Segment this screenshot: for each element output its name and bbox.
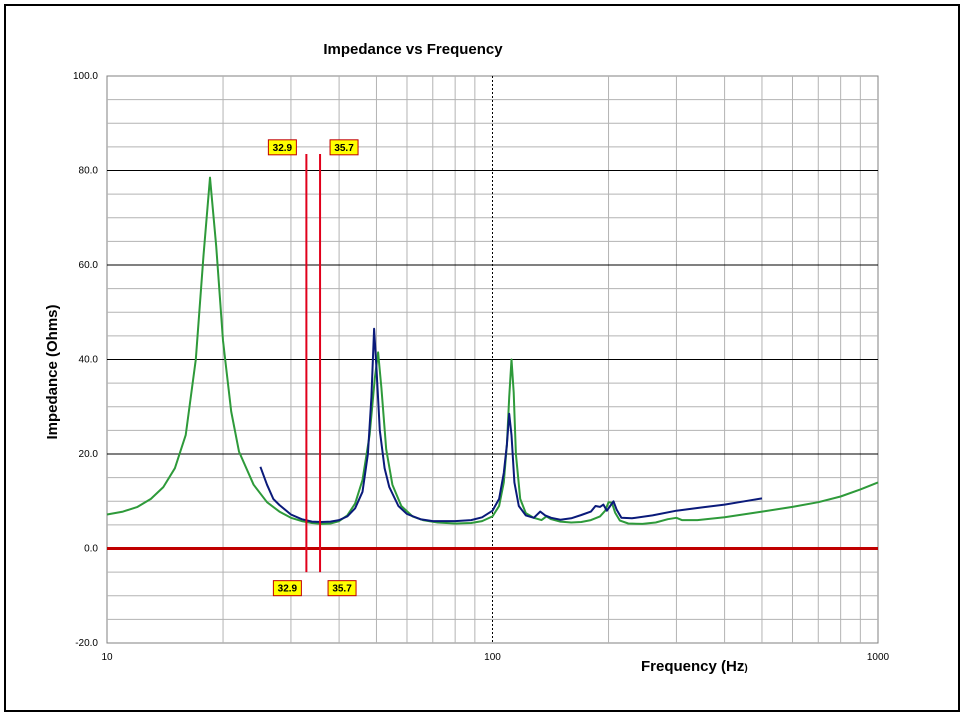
grid <box>107 76 878 643</box>
chart-title: Impedance vs Frequency <box>323 41 503 58</box>
x-tick-label: 10 <box>101 652 113 663</box>
y-tick-label: 20.0 <box>79 449 99 460</box>
y-axis-title: Impedance (Ohms) <box>44 304 61 439</box>
x-axis-title: Frequency (Hz) <box>641 658 748 675</box>
x-tick-label: 100 <box>484 652 501 663</box>
chart-svg: 32.9 32.9 35.7 35.7 -20.0 0.0 20.0 40.0 60.0 80.… <box>0 0 966 718</box>
marker-label-top: 35.7 <box>334 143 354 154</box>
y-tick-label: 80.0 <box>79 166 99 177</box>
x-tick-label: 1000 <box>867 652 890 663</box>
y-tick-label: 0.0 <box>84 544 98 555</box>
marker-label-bottom: 35.7 <box>332 584 352 595</box>
x-axis-title-main: Frequency (Hz <box>641 658 744 675</box>
marker-label-top: 32.9 <box>273 143 293 154</box>
y-tick-label: 100.0 <box>73 71 98 82</box>
y-tick-label: 60.0 <box>79 260 99 271</box>
marker-label-bottom: 32.9 <box>278 584 298 595</box>
y-tick-label: 40.0 <box>79 355 99 366</box>
y-tick-label: -20.0 <box>75 638 98 649</box>
x-axis-title-end: ) <box>744 663 747 674</box>
